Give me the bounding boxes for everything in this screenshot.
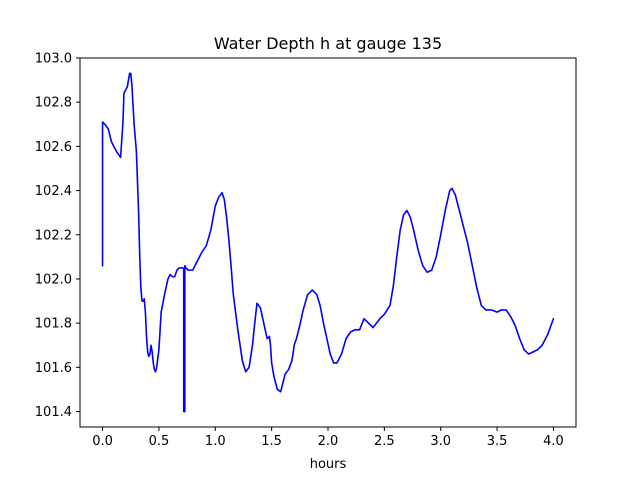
y-tick-label: 101.4 xyxy=(35,405,72,420)
y-tick-label: 102.0 xyxy=(35,272,72,287)
x-tick-label: 0.0 xyxy=(92,434,113,449)
y-tick-label: 102.8 xyxy=(35,96,72,111)
y-tick-label: 101.8 xyxy=(35,317,72,332)
y-tick-label: 101.6 xyxy=(35,361,72,376)
x-tick-label: 4.0 xyxy=(543,434,564,449)
series-layer xyxy=(101,72,555,413)
x-axis-label: hours xyxy=(310,457,347,472)
y-tick-label: 102.2 xyxy=(35,228,72,243)
x-tick-label: 3.0 xyxy=(430,434,451,449)
x-axis: 0.0 0.5 1.0 1.5 2.0 2.5 3.0 3.5 4.0 xyxy=(92,427,564,449)
x-tick-label: 3.5 xyxy=(487,434,508,449)
x-tick-label: 2.5 xyxy=(374,434,395,449)
chart-title: Water Depth h at gauge 135 xyxy=(214,34,442,53)
x-tick-label: 1.5 xyxy=(261,434,282,449)
y-tick-label: 103.0 xyxy=(35,52,72,67)
y-axis: 101.4 101.6 101.8 102.0 102.2 102.4 102.6 102.8… xyxy=(35,52,80,420)
x-tick-label: 0.5 xyxy=(149,434,170,449)
x-tick-label: 1.0 xyxy=(205,434,226,449)
series-line xyxy=(101,72,555,413)
x-tick-label: 2.0 xyxy=(318,434,339,449)
y-tick-label: 102.6 xyxy=(35,140,72,155)
y-tick-label: 102.4 xyxy=(35,184,72,199)
